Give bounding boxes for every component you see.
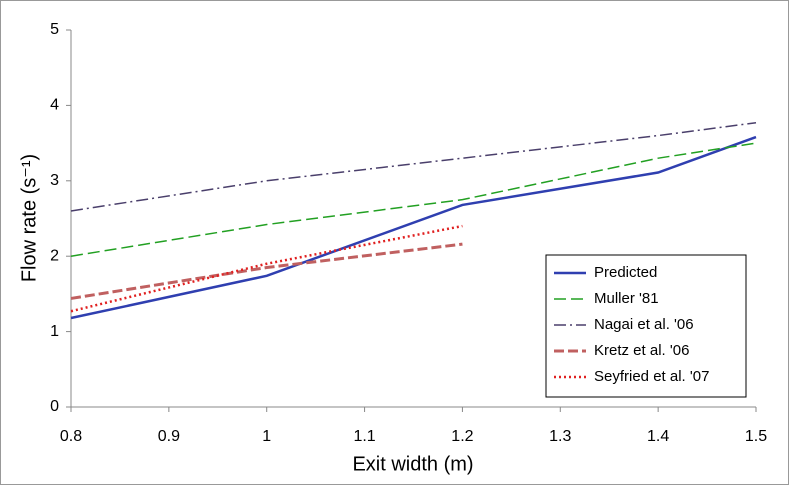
- x-axis-label: Exit width (m): [352, 453, 473, 475]
- x-tick-label: 1.5: [745, 428, 767, 445]
- series-line: [70, 121, 757, 212]
- legend-label: Predicted: [594, 264, 657, 281]
- x-tick-label: 1.3: [549, 428, 571, 445]
- y-tick-label: 4: [50, 97, 59, 114]
- y-tick-label: 3: [50, 172, 59, 189]
- legend-label: Seyfried et al. '07: [594, 368, 709, 385]
- legend-label: Muller '81: [594, 290, 659, 307]
- x-tick-label: 1.1: [353, 428, 375, 445]
- legend-label: Kretz et al. '06: [594, 342, 689, 359]
- y-tick-label: 5: [50, 21, 59, 38]
- series-line: [70, 224, 463, 313]
- x-tick-label: 1: [262, 428, 271, 445]
- y-axis-label: Flow rate (s⁻¹): [18, 154, 40, 282]
- series-line: [70, 135, 757, 320]
- x-tick-label: 1.4: [647, 428, 669, 445]
- legend-box: [545, 254, 747, 398]
- x-tick-label: 0.8: [60, 428, 82, 445]
- y-tick-label: 1: [50, 323, 59, 340]
- legend: Predicted Muller '81 Nagai et al. '06 Kretz…: [545, 254, 747, 398]
- series-line: [70, 242, 463, 300]
- y-tick-label: 2: [50, 247, 59, 264]
- legend-label: Nagai et al. '06: [594, 316, 694, 333]
- x-tick-label: 0.9: [158, 428, 180, 445]
- x-tick-label: 1.2: [451, 428, 473, 445]
- y-tick-label: 0: [50, 398, 59, 415]
- series-line: [70, 142, 757, 257]
